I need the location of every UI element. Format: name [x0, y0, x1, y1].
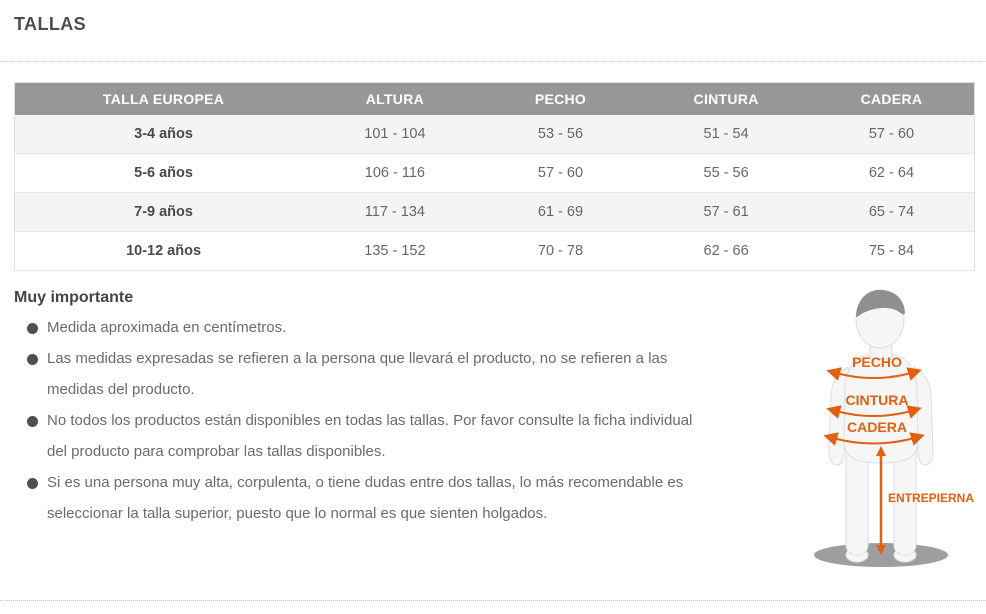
entrepierna-label: ENTREPIERNA — [888, 491, 974, 505]
table-header-row: TALLA EUROPEA ALTURA PECHO CINTURA CADER… — [14, 82, 975, 115]
table-cell: 55 - 56 — [643, 153, 809, 193]
list-item: Si es una persona muy alta, corpulenta, … — [14, 467, 786, 529]
table-cell: 57 - 60 — [477, 153, 644, 193]
table-cell-size: 3-4 años — [14, 114, 313, 154]
table-cell-size: 10-12 años — [14, 231, 313, 271]
table-cell: 62 - 64 — [808, 153, 975, 193]
note-text: Las medidas expresadas se refieren a la … — [47, 350, 668, 367]
cintura-label: CINTURA — [846, 392, 909, 408]
list-item: Medida aproximada en centímetros. — [14, 312, 786, 343]
bullet-icon — [27, 353, 38, 365]
table-cell: 101 - 104 — [312, 114, 478, 154]
cadera-label: CADERA — [847, 419, 907, 435]
top-divider — [0, 61, 986, 62]
table-cell: 75 - 84 — [808, 231, 975, 271]
table-cell: 51 - 54 — [643, 114, 809, 154]
bullet-icon — [27, 322, 38, 334]
table-cell: 57 - 60 — [808, 114, 975, 154]
table-row: 3-4 años 101 - 104 53 - 56 51 - 54 57 - … — [14, 114, 975, 154]
table-row: 7-9 años 117 - 134 61 - 69 57 - 61 65 - … — [14, 192, 975, 232]
bullet-icon — [27, 477, 38, 489]
table-cell: 61 - 69 — [477, 192, 644, 232]
bullet-icon — [27, 415, 38, 427]
figure-hair — [856, 289, 905, 318]
measurement-figure: PECHO CINTURA CADERA ENTREPIERNA — [808, 283, 980, 581]
entrepierna-arrow — [876, 446, 886, 555]
header-cell-cintura: CINTURA — [643, 82, 809, 115]
table-row: 5-6 años 106 - 116 57 - 60 55 - 56 62 - … — [14, 153, 975, 193]
header-cell-pecho: PECHO — [477, 82, 644, 115]
cintura-arrow — [826, 405, 922, 419]
note-text: No todos los productos están disponibles… — [47, 412, 693, 429]
header-cell-altura: ALTURA — [312, 82, 478, 115]
table-row: 10-12 años 135 - 152 70 - 78 62 - 66 75 … — [14, 231, 975, 271]
list-item: No todos los productos están disponibles… — [14, 405, 786, 467]
size-table: TALLA EUROPEA ALTURA PECHO CINTURA CADER… — [14, 82, 975, 271]
note-text: Medida aproximada en centímetros. — [47, 319, 287, 336]
table-cell: 106 - 116 — [312, 153, 478, 193]
pecho-arrow — [826, 367, 922, 381]
table-cell: 117 - 134 — [312, 192, 478, 232]
notes-heading: Muy importante — [14, 289, 134, 306]
page-title: TALLAS — [14, 14, 87, 34]
header-cell-cadera: CADERA — [808, 82, 975, 115]
header-cell-talla-europea: TALLA EUROPEA — [14, 82, 313, 115]
cadera-arrow — [823, 432, 925, 446]
list-item: Las medidas expresadas se refieren a la … — [14, 343, 786, 405]
note-text: seleccionar la talla superior, puesto qu… — [47, 505, 548, 522]
table-cell: 70 - 78 — [477, 231, 644, 271]
notes-list: Medida aproximada en centímetros. Las me… — [14, 312, 786, 529]
table-cell: 62 - 66 — [643, 231, 809, 271]
note-text: del producto para comprobar las tallas d… — [47, 443, 386, 460]
table-cell: 65 - 74 — [808, 192, 975, 232]
note-text: medidas del producto. — [47, 381, 195, 398]
table-cell: 135 - 152 — [312, 231, 478, 271]
pecho-label: PECHO — [852, 354, 902, 370]
note-text: Si es una persona muy alta, corpulenta, … — [47, 474, 684, 491]
table-cell: 53 - 56 — [477, 114, 644, 154]
table-cell: 57 - 61 — [643, 192, 809, 232]
table-cell-size: 5-6 años — [14, 153, 313, 193]
table-cell-size: 7-9 años — [14, 192, 313, 232]
bottom-divider — [0, 600, 986, 601]
child-silhouette-illustration: PECHO CINTURA CADERA ENTREPIERNA — [814, 289, 974, 567]
